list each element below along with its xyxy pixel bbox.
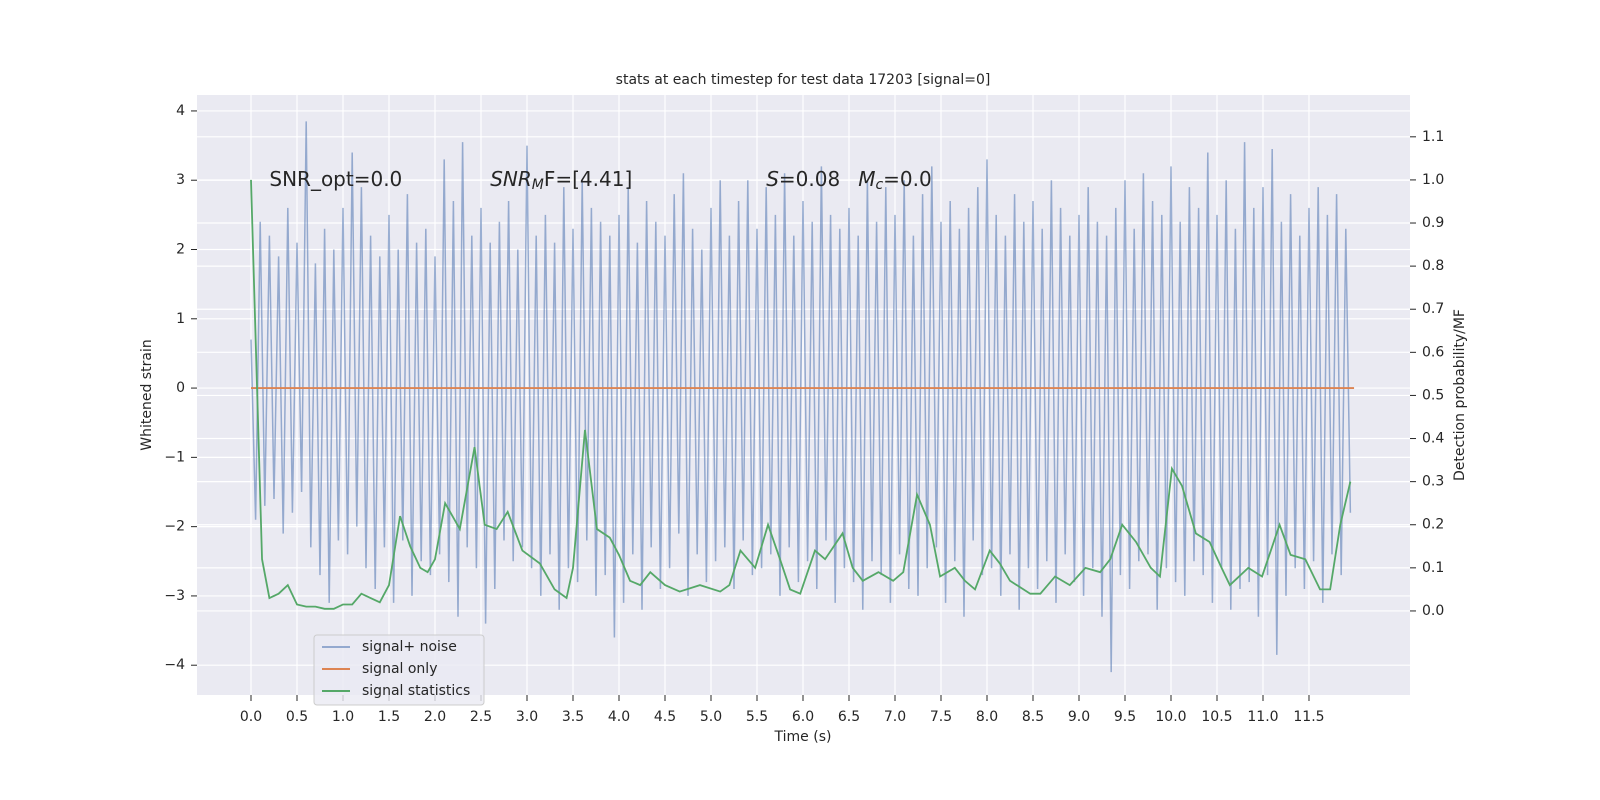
legend-label: signal only (362, 661, 437, 677)
x-tick-label: 10.0 (1155, 709, 1186, 725)
y-tick-label: 2 (176, 242, 185, 258)
y-tick-label: 0 (176, 380, 185, 396)
y-tick-label: −2 (164, 519, 185, 535)
annotation-part: SNR_opt=0.0 (269, 167, 402, 191)
annotation-part: =0.08 (779, 167, 840, 191)
x-tick-label: 8.0 (976, 709, 998, 725)
x-tick-label: 7.5 (930, 709, 952, 725)
annotation-part: F=[4.41] (544, 167, 632, 191)
annotation: SNR_opt=0.0 (269, 167, 402, 191)
legend-label: signal statistics (362, 683, 470, 699)
y-tick-label: 3 (176, 172, 185, 188)
annotation-part: c (875, 177, 883, 193)
series-line (250, 121, 1352, 673)
y-tick-label: −4 (164, 657, 185, 673)
x-tick-label: 7.0 (884, 709, 906, 725)
annotation: SNRMF=[4.41] (490, 167, 632, 194)
x-tick-label: 10.5 (1201, 709, 1232, 725)
y2-tick-label: 0.8 (1422, 258, 1444, 274)
y2-tick-label: 0.1 (1422, 560, 1444, 576)
x-tick-label: 1.0 (332, 709, 354, 725)
x-tick-label: 3.0 (516, 709, 538, 725)
x-tick-label: 0.5 (286, 709, 308, 725)
annotation-part: =0.0 (883, 167, 932, 191)
y2-tick-label: 0.4 (1422, 431, 1444, 447)
x-tick-label: 6.0 (792, 709, 814, 725)
chart-title: stats at each timestep for test data 172… (616, 72, 991, 88)
annotation-part: SNR (490, 167, 532, 191)
x-tick-label: 5.5 (746, 709, 768, 725)
annotation-part: M (858, 167, 875, 191)
x-tick-label: 11.0 (1247, 709, 1278, 725)
annotation: Mc=0.0 (858, 167, 932, 194)
x-tick-label: 8.5 (1022, 709, 1044, 725)
annotation: S=0.08 (766, 167, 840, 191)
x-tick-label: 2.5 (470, 709, 492, 725)
y-tick-label: −3 (164, 588, 185, 604)
legend-box (313, 634, 485, 706)
y-axis-label: Whitened strain (139, 339, 155, 450)
y-tick-label: 4 (176, 103, 185, 119)
y2-tick-label: 1.1 (1422, 129, 1444, 145)
y2-tick-label: 1.0 (1422, 172, 1444, 188)
y-tick-label: −1 (164, 449, 185, 465)
y2-tick-label: 0.0 (1422, 603, 1444, 619)
x-tick-label: 5.0 (700, 709, 722, 725)
x-tick-label: 1.5 (378, 709, 400, 725)
y2-axis-label: Detection probability/MF (1452, 309, 1468, 481)
series-line (250, 179, 1352, 610)
y2-tick-label: 0.9 (1422, 215, 1444, 231)
annotation-part: S (766, 167, 779, 191)
x-tick-label: 9.5 (1114, 709, 1136, 725)
legend: signal+ noise signal only signal statistic… (313, 634, 485, 706)
x-tick-label: 2.0 (424, 709, 446, 725)
x-tick-label: 4.0 (608, 709, 630, 725)
x-tick-label: 11.5 (1293, 709, 1324, 725)
y2-tick-label: 0.5 (1422, 387, 1444, 403)
legend-label: signal+ noise (362, 639, 457, 655)
y-tick-label: 1 (176, 311, 185, 327)
x-tick-label: 6.5 (838, 709, 860, 725)
x-tick-label: 4.5 (654, 709, 676, 725)
x-tick-label: 0.0 (240, 709, 262, 725)
y2-tick-label: 0.7 (1422, 301, 1444, 317)
x-tick-label: 9.0 (1068, 709, 1090, 725)
y2-tick-label: 0.3 (1422, 474, 1444, 490)
annotation-part: M (532, 177, 544, 193)
x-axis-label: Time (s) (774, 729, 832, 745)
y2-tick-label: 0.2 (1422, 517, 1444, 533)
x-tick-label: 3.5 (562, 709, 584, 725)
y2-tick-label: 0.6 (1422, 344, 1444, 360)
